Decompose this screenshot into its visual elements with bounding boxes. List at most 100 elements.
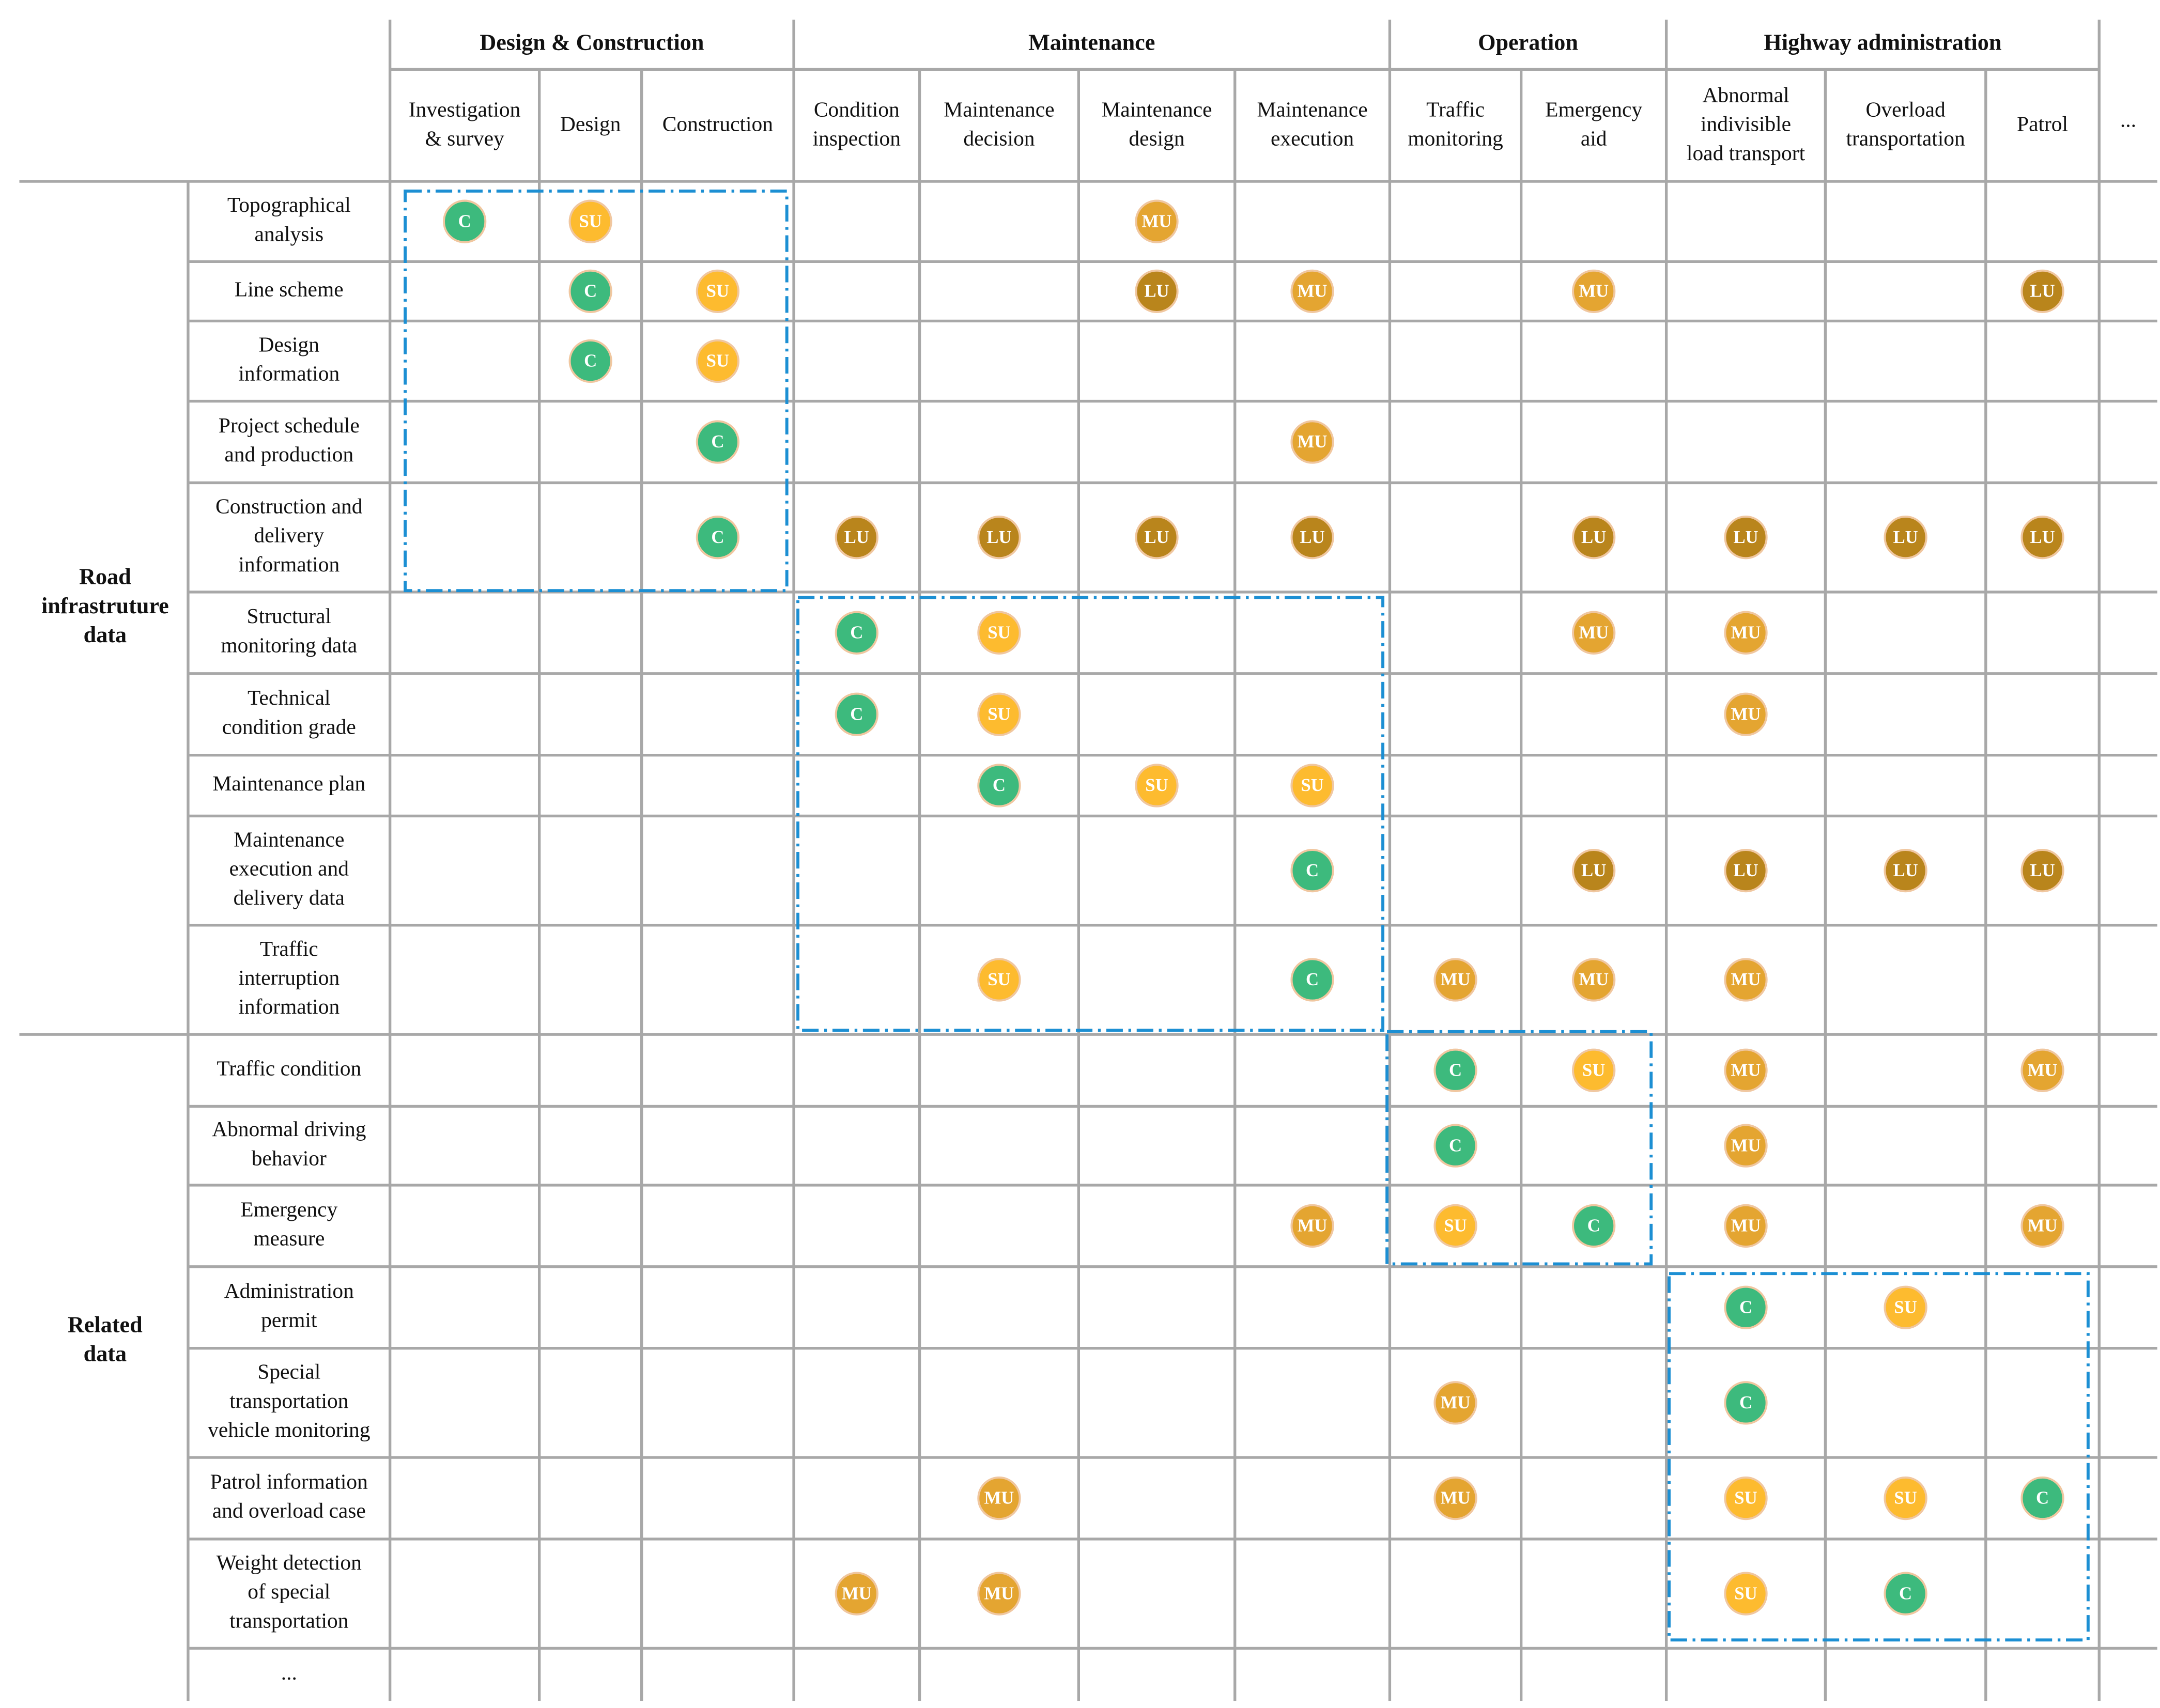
row-label: Weight detection xyxy=(217,1550,362,1574)
badge-text: MU xyxy=(1731,1060,1761,1080)
row-label: Project schedule xyxy=(219,413,360,437)
badge: SU xyxy=(1433,1204,1477,1248)
badge-text: SU xyxy=(988,969,1010,989)
badge: LU xyxy=(1724,848,1768,893)
badge-circle xyxy=(1724,1381,1768,1425)
badge: SU xyxy=(568,199,612,243)
badge: C xyxy=(696,420,740,464)
badge-text: C xyxy=(1306,860,1319,880)
badge: LU xyxy=(1135,269,1179,313)
row-label: delivery data xyxy=(234,886,345,909)
row-label: Patrol information xyxy=(210,1469,368,1493)
badge-circle xyxy=(977,1476,1021,1520)
column-label: Maintenance xyxy=(1257,97,1367,121)
badge-circle xyxy=(443,199,487,243)
badge: MU xyxy=(1135,199,1179,243)
row-label: behavior xyxy=(252,1146,327,1170)
column-label: aid xyxy=(1581,127,1607,150)
badge-text: MU xyxy=(1731,969,1761,989)
badge-text: LU xyxy=(1144,281,1169,301)
badge-circle xyxy=(1290,516,1334,560)
badge-text: SU xyxy=(1734,1488,1757,1508)
badge-text: C xyxy=(458,211,471,231)
badge-circle xyxy=(568,199,612,243)
badge: MU xyxy=(1290,420,1334,464)
badge-circle xyxy=(1724,1124,1768,1168)
row-label: permit xyxy=(261,1308,317,1331)
group-title: Highway administration xyxy=(1764,29,2002,55)
badge: MU xyxy=(1724,692,1768,736)
badge-text: SU xyxy=(579,211,601,231)
badge-circle xyxy=(1724,1572,1768,1616)
column-label: Design xyxy=(560,112,621,136)
badge-circle xyxy=(568,269,612,313)
badge-text: SU xyxy=(1894,1488,1917,1508)
column-label: Investigation xyxy=(409,97,521,121)
badge-text: LU xyxy=(1893,527,1918,547)
badge-circle xyxy=(1135,199,1179,243)
badge: MU xyxy=(1572,958,1616,1002)
badge-text: MU xyxy=(842,1583,872,1603)
badge-circle xyxy=(977,764,1021,808)
row-label: Emergency xyxy=(240,1197,337,1221)
badge: C xyxy=(1290,958,1334,1002)
group-title: Maintenance xyxy=(1028,29,1155,55)
badge-circle xyxy=(1433,1381,1477,1425)
row-label: and overload case xyxy=(212,1499,366,1523)
badge-circle xyxy=(977,958,1021,1002)
row-label: delivery xyxy=(254,523,324,547)
badge-text: C xyxy=(711,527,724,547)
row-label: Maintenance plan xyxy=(212,771,365,795)
badge: MU xyxy=(1572,269,1616,313)
badge-circle xyxy=(1572,848,1616,893)
badge-text: MU xyxy=(2028,1216,2058,1236)
column-label: Overload xyxy=(1865,97,1946,121)
badge-text: C xyxy=(850,622,863,642)
badge-circle xyxy=(1572,1048,1616,1092)
badge-text: MU xyxy=(1731,704,1761,724)
badge-text: C xyxy=(2036,1488,2049,1508)
badge: SU xyxy=(1884,1285,1927,1329)
badge-circle xyxy=(1884,848,1927,893)
row-label: Administration xyxy=(224,1279,354,1302)
badge-circle xyxy=(977,1572,1021,1616)
row-label: information xyxy=(238,995,340,1018)
row-label: Technical xyxy=(248,686,331,709)
badge-circle xyxy=(1724,1476,1768,1520)
badge: MU xyxy=(1433,1381,1477,1425)
badge: SU xyxy=(1290,764,1334,808)
badge: SU xyxy=(977,958,1021,1002)
badge: MU xyxy=(1724,611,1768,655)
badge: MU xyxy=(1724,1124,1768,1168)
badge: C xyxy=(696,516,740,560)
badge-circle xyxy=(696,339,740,383)
badge: SU xyxy=(1135,764,1179,808)
badge-circle xyxy=(1290,764,1334,808)
row-label: analysis xyxy=(254,222,323,245)
badge-text: SU xyxy=(706,281,729,301)
row-label: Maintenance xyxy=(234,827,344,851)
badge-text: MU xyxy=(984,1583,1014,1603)
badge: C xyxy=(835,611,878,655)
badge: SU xyxy=(1884,1476,1927,1520)
row-label: condition grade xyxy=(222,715,356,738)
badge-text: C xyxy=(711,431,724,452)
badge-circle xyxy=(1724,1285,1768,1329)
badge-text: MU xyxy=(984,1488,1014,1508)
badge-text: C xyxy=(584,351,597,371)
badge: LU xyxy=(1135,516,1179,560)
badge-circle xyxy=(1433,1204,1477,1248)
badge-circle xyxy=(1433,1476,1477,1520)
badge: SU xyxy=(1724,1476,1768,1520)
badge-circle xyxy=(1724,848,1768,893)
badge-text: SU xyxy=(1582,1060,1605,1080)
badge-circle xyxy=(2020,848,2064,893)
badge-circle xyxy=(1572,269,1616,313)
badge: C xyxy=(1572,1204,1616,1248)
row-label: transportation xyxy=(229,1608,349,1632)
badge-circle xyxy=(1884,1285,1927,1329)
row-label: information xyxy=(238,362,340,385)
badge: MU xyxy=(1290,269,1334,313)
badge-text: MU xyxy=(1142,211,1172,231)
